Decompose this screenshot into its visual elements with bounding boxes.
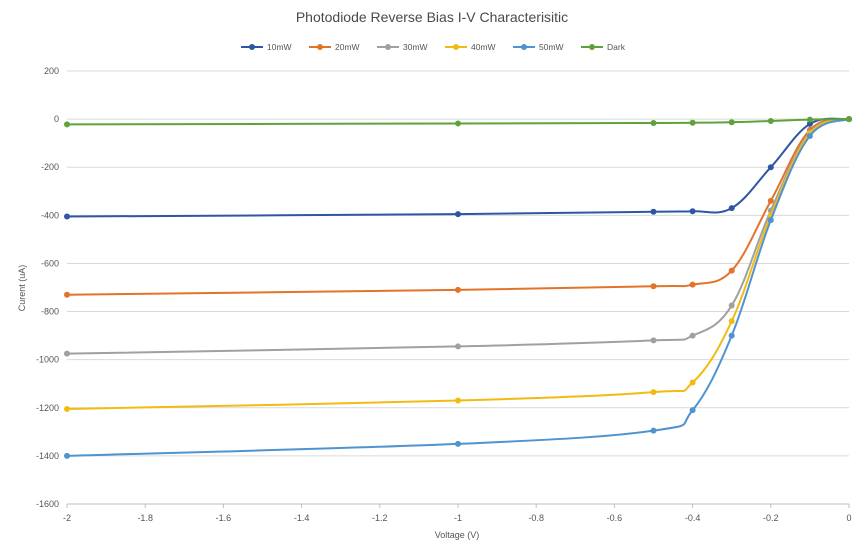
data-point-50mw xyxy=(806,132,813,139)
legend-marker xyxy=(453,44,459,50)
y-tick-label: 0 xyxy=(54,114,59,124)
data-point-20mw xyxy=(64,291,70,298)
series-40mw xyxy=(64,116,852,412)
y-tick-label: -1400 xyxy=(36,451,59,461)
data-point-10mw xyxy=(455,211,461,218)
x-tick-label: -2 xyxy=(63,513,71,523)
data-point-30mw xyxy=(728,302,735,309)
data-point-dark xyxy=(806,116,813,123)
data-point-10mw xyxy=(806,120,813,127)
data-point-50mw xyxy=(455,440,461,447)
x-tick-label: -1.2 xyxy=(372,513,388,523)
x-axis-ticks: -2 -1.8 -1.6 -1.4 -1.2 -1 -0.8 -0.6 -0.4 -0.2 0 xyxy=(63,513,852,523)
y-tick-label: -1000 xyxy=(36,355,59,365)
x-tick-label: -1.8 xyxy=(137,513,153,523)
series-line-10mw xyxy=(66,117,850,218)
legend-label: 50mW xyxy=(539,42,564,52)
data-point-dark xyxy=(767,118,774,125)
y-tick-label: -600 xyxy=(41,258,59,268)
x-tick-label: -0.4 xyxy=(685,513,701,523)
data-point-10mw xyxy=(689,208,696,215)
legend-item-dark: Dark xyxy=(581,42,626,52)
y-axis-label: Curent (uA) xyxy=(17,265,27,312)
data-point-20mw xyxy=(728,267,735,274)
y-tick-label: -400 xyxy=(41,210,59,220)
legend-item-50mw: 50mW xyxy=(513,42,564,52)
series-10mw xyxy=(64,116,852,220)
data-point-10mw xyxy=(64,213,70,220)
legend-label: 10mW xyxy=(267,42,292,52)
legend-item-40mw: 40mW xyxy=(445,42,496,52)
legend-label: 20mW xyxy=(335,42,360,52)
legend-item-20mw: 20mW xyxy=(309,42,360,52)
x-tick-label: -0.2 xyxy=(763,513,779,523)
data-point-20mw xyxy=(689,281,696,288)
x-tick-label: -0.6 xyxy=(607,513,623,523)
legend-marker xyxy=(589,44,595,50)
y-tick-label: 200 xyxy=(44,66,59,76)
data-point-dark xyxy=(689,119,696,126)
chart-title: Photodiode Reverse Bias I-V Characterisi… xyxy=(296,9,568,25)
y-tick-label: -1200 xyxy=(36,403,59,413)
data-point-40mw xyxy=(455,397,461,404)
legend: 10mW 20mW 30mW 40mW 50mW Dark xyxy=(241,42,626,52)
data-point-dark xyxy=(650,119,657,126)
legend-marker xyxy=(385,44,391,50)
legend-label: Dark xyxy=(607,42,626,52)
legend-label: 30mW xyxy=(403,42,428,52)
data-point-40mw xyxy=(64,405,70,412)
data-point-40mw xyxy=(689,379,696,386)
series-line-40mw xyxy=(66,118,850,410)
data-point-30mw xyxy=(689,332,696,339)
data-point-30mw xyxy=(650,337,657,344)
data-point-dark xyxy=(455,120,461,127)
data-point-40mw xyxy=(650,389,657,396)
data-point-10mw xyxy=(767,164,774,171)
data-point-50mw xyxy=(767,217,774,224)
gridlines xyxy=(67,70,849,505)
data-point-10mw xyxy=(650,208,657,215)
data-point-dark xyxy=(846,116,852,123)
legend-marker xyxy=(521,44,527,50)
data-point-40mw xyxy=(728,318,735,325)
x-tick-label: -1.4 xyxy=(294,513,310,523)
data-point-10mw xyxy=(728,205,735,212)
legend-marker xyxy=(249,44,255,50)
data-point-50mw xyxy=(650,427,657,434)
x-tick-label: -1.6 xyxy=(216,513,232,523)
data-point-30mw xyxy=(455,343,461,350)
data-point-dark xyxy=(728,119,735,126)
data-point-dark xyxy=(64,121,70,128)
y-tick-label: -1600 xyxy=(36,499,59,509)
data-point-20mw xyxy=(455,286,461,293)
x-axis-label: Voltage (V) xyxy=(435,530,480,540)
data-point-30mw xyxy=(64,350,70,357)
x-tick-label: 0 xyxy=(846,513,851,523)
legend-label: 40mW xyxy=(471,42,496,52)
series-line-20mw xyxy=(66,118,850,296)
y-tick-label: -200 xyxy=(41,162,59,172)
legend-marker xyxy=(317,44,323,50)
data-point-50mw xyxy=(64,452,70,459)
data-point-20mw xyxy=(650,283,657,290)
legend-item-10mw: 10mW xyxy=(241,42,292,52)
series-group xyxy=(64,116,852,459)
y-axis-ticks: 200 0 -200 -400 -600 -800 -1000 -1200 -1400 -1600 xyxy=(36,66,59,509)
data-point-50mw xyxy=(728,332,735,339)
y-tick-label: -800 xyxy=(41,307,59,317)
x-tick-label: -0.8 xyxy=(528,513,544,523)
x-tick-label: -1 xyxy=(454,513,462,523)
series-dark xyxy=(64,116,852,128)
data-point-50mw xyxy=(689,407,696,414)
data-point-20mw xyxy=(767,197,774,204)
legend-item-30mw: 30mW xyxy=(377,42,428,52)
axes xyxy=(66,503,850,508)
series-line-dark xyxy=(66,118,850,126)
